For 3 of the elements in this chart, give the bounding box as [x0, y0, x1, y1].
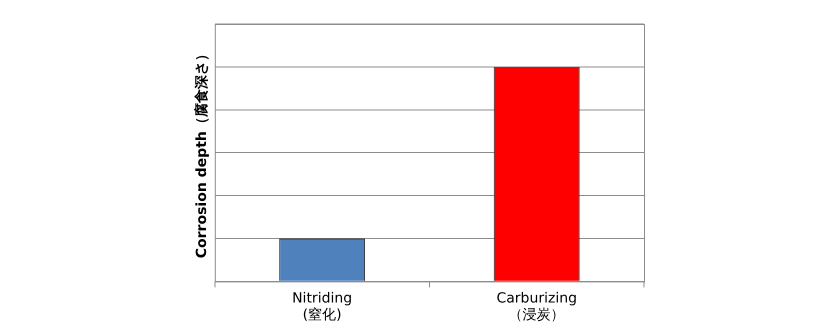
x-tick-label: Carburizing （浸炭） — [496, 290, 577, 324]
x-tick-label: Nitriding (窒化) — [292, 290, 352, 324]
y-axis-title: Corrosion depth（腐食深さ） — [193, 47, 210, 258]
